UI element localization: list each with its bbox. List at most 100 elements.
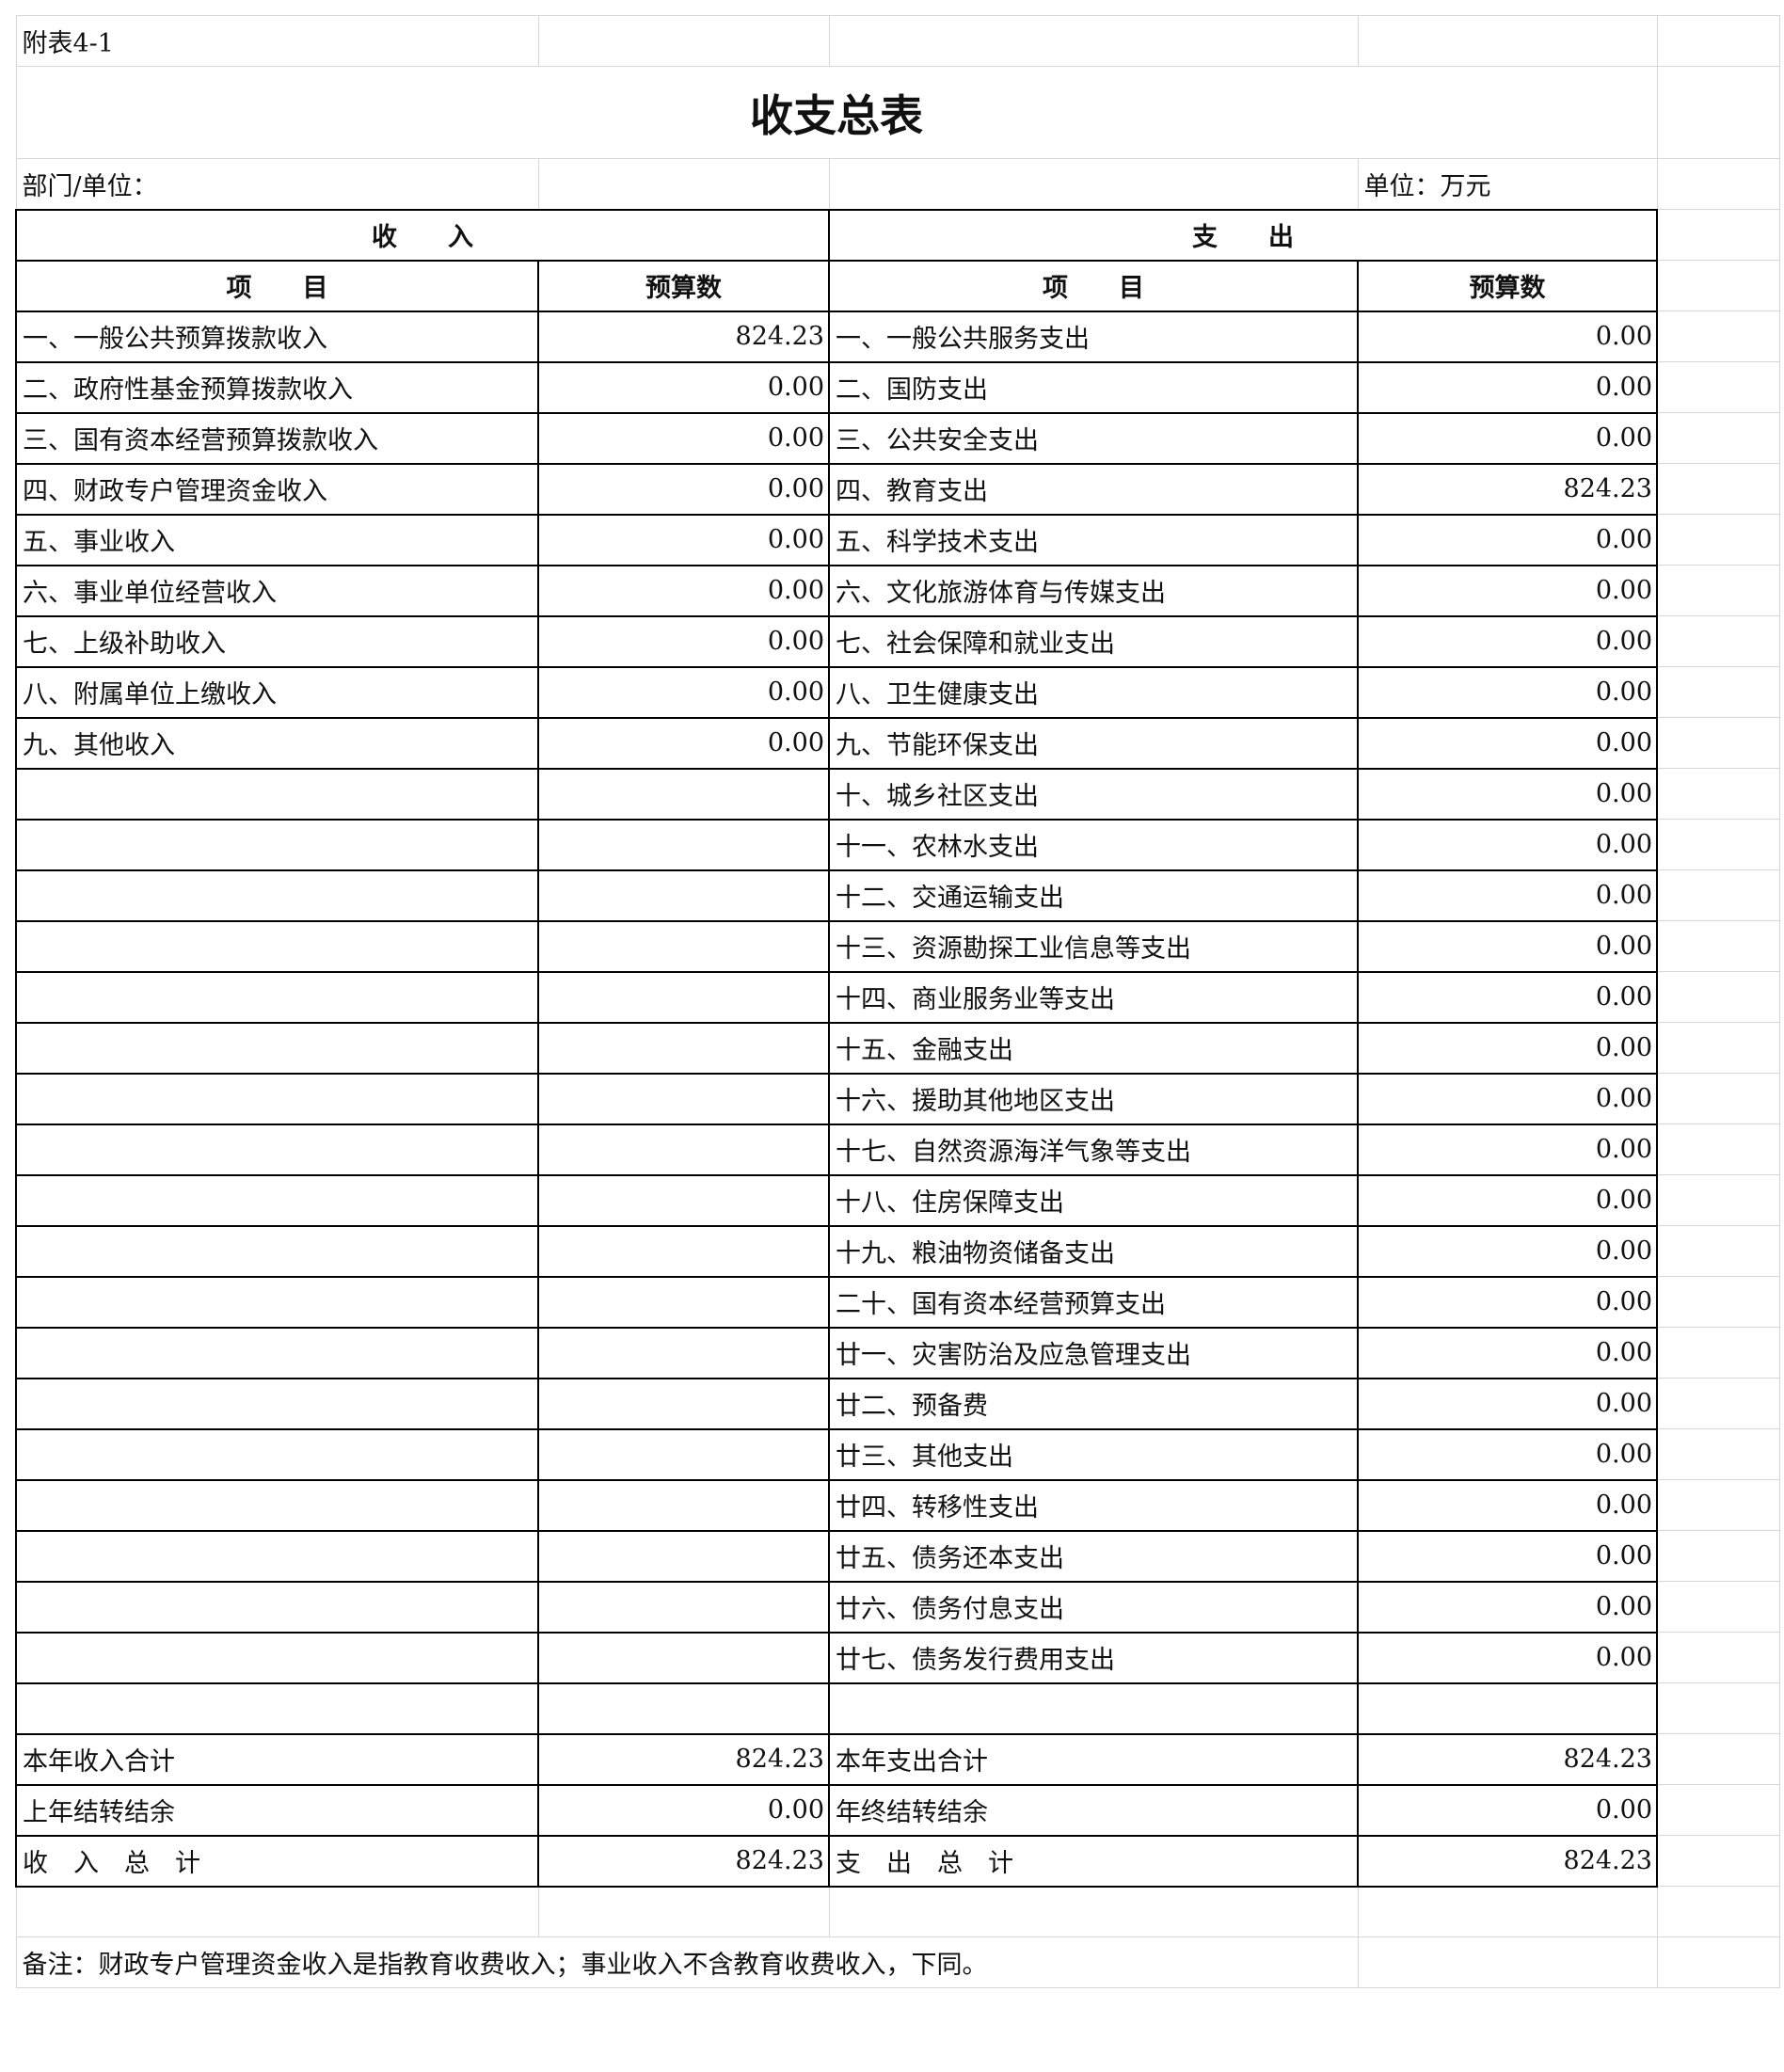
expense-item	[828, 1682, 1359, 1735]
table-row: 五、事业收入 0.00 五、科学技术支出 0.00	[15, 513, 1780, 566]
expense-item: 二、国防支出	[828, 360, 1359, 414]
income-item: 上年结转结余	[15, 1783, 539, 1837]
expense-value: 0.00	[1357, 1275, 1658, 1329]
expense-value: 0.00	[1357, 1021, 1658, 1075]
income-value	[537, 1072, 830, 1125]
expense-value: 0.00	[1357, 411, 1658, 465]
table-row: 二十、国有资本经营预算支出 0.00	[15, 1275, 1780, 1329]
expense-item: 五、科学技术支出	[828, 513, 1359, 566]
expense-value: 824.23	[1357, 1732, 1658, 1786]
income-value: 824.23	[537, 1834, 830, 1888]
income-value: 0.00	[537, 462, 830, 516]
table-row: 廿一、灾害防治及应急管理支出 0.00	[15, 1326, 1780, 1379]
income-item	[15, 1682, 539, 1735]
income-item	[15, 869, 539, 922]
expense-item: 年终结转结余	[828, 1783, 1359, 1837]
income-item-header: 项 目	[15, 259, 539, 312]
footnote: 备注：财政专户管理资金收入是指教育收费收入；事业收入不含教育收费收入，下同。	[15, 1937, 1359, 1988]
expense-value: 0.00	[1357, 1783, 1658, 1837]
income-item: 八、附属单位上缴收入	[15, 665, 539, 719]
income-value	[537, 1123, 830, 1176]
expense-item: 六、文化旅游体育与传媒支出	[828, 564, 1359, 617]
income-item	[15, 1427, 539, 1481]
expense-value: 0.00	[1357, 1478, 1658, 1532]
expense-item: 支 出 总 计	[828, 1834, 1359, 1888]
expense-value: 0.00	[1357, 665, 1658, 719]
table-row: 十五、金融支出 0.00	[15, 1021, 1780, 1075]
income-item	[15, 1631, 539, 1684]
table-row: 廿三、其他支出 0.00	[15, 1427, 1780, 1481]
income-item	[15, 1123, 539, 1176]
income-value	[537, 1427, 830, 1481]
expense-item: 三、公共安全支出	[828, 411, 1359, 465]
expense-item: 廿五、债务还本支出	[828, 1529, 1359, 1583]
income-value: 0.00	[537, 1783, 830, 1837]
income-item: 七、上级补助收入	[15, 614, 539, 668]
expense-value: 0.00	[1357, 310, 1658, 363]
expense-value: 0.00	[1357, 716, 1658, 770]
income-item: 本年收入合计	[15, 1732, 539, 1786]
income-item: 四、财政专户管理资金收入	[15, 462, 539, 516]
income-item: 一、一般公共预算拨款收入	[15, 310, 539, 363]
income-item: 六、事业单位经营收入	[15, 564, 539, 617]
income-value	[537, 1580, 830, 1634]
income-item	[15, 1275, 539, 1329]
table-row: 十七、自然资源海洋气象等支出 0.00	[15, 1123, 1780, 1176]
expense-item: 八、卫生健康支出	[828, 665, 1359, 719]
table-row: 九、其他收入 0.00 九、节能环保支出 0.00	[15, 716, 1780, 770]
table-row: 十、城乡社区支出 0.00	[15, 767, 1780, 821]
income-value: 0.00	[537, 564, 830, 617]
expense-value: 824.23	[1357, 462, 1658, 516]
income-value	[537, 1275, 830, 1329]
income-value: 0.00	[537, 665, 830, 719]
table-row: 廿二、预备费 0.00	[15, 1377, 1780, 1430]
income-value	[537, 1529, 830, 1583]
expense-value: 0.00	[1357, 1123, 1658, 1176]
table-row: 一、一般公共预算拨款收入 824.23 一、一般公共服务支出 0.00	[15, 310, 1780, 363]
expense-item: 廿一、灾害防治及应急管理支出	[828, 1326, 1359, 1379]
expense-value: 0.00	[1357, 1326, 1658, 1379]
table-row: 二、政府性基金预算拨款收入 0.00 二、国防支出 0.00	[15, 360, 1780, 414]
income-value	[537, 1326, 830, 1379]
expense-value: 0.00	[1357, 1072, 1658, 1125]
table-row: 三、国有资本经营预算拨款收入 0.00 三、公共安全支出 0.00	[15, 411, 1780, 465]
expense-value	[1357, 1682, 1658, 1735]
expense-value: 0.00	[1357, 360, 1658, 414]
expense-budget-header: 预算数	[1357, 259, 1658, 312]
expense-item: 十、城乡社区支出	[828, 767, 1359, 821]
table-row: 十一、农林水支出 0.00	[15, 818, 1780, 871]
income-value: 824.23	[537, 310, 830, 363]
expense-item: 二十、国有资本经营预算支出	[828, 1275, 1359, 1329]
income-item	[15, 1529, 539, 1583]
expense-value: 0.00	[1357, 1224, 1658, 1278]
expense-value: 0.00	[1357, 919, 1658, 973]
income-value: 0.00	[537, 513, 830, 566]
table-row: 收 入 总 计 824.23 支 出 总 计 824.23	[15, 1834, 1780, 1888]
expense-item: 十八、住房保障支出	[828, 1173, 1359, 1227]
income-item	[15, 1377, 539, 1430]
income-value	[537, 1631, 830, 1684]
expense-value: 0.00	[1357, 513, 1658, 566]
expense-value: 0.00	[1357, 869, 1658, 922]
income-value	[537, 970, 830, 1024]
income-item	[15, 1478, 539, 1532]
expense-item: 十六、援助其他地区支出	[828, 1072, 1359, 1125]
income-item	[15, 1021, 539, 1075]
income-item	[15, 767, 539, 821]
expense-item: 廿六、债务付息支出	[828, 1580, 1359, 1634]
table-row: 廿六、债务付息支出 0.00	[15, 1580, 1780, 1634]
page-title: 收支总表	[15, 66, 1658, 159]
table-row: 十三、资源勘探工业信息等支出 0.00	[15, 919, 1780, 973]
table-row: 廿四、转移性支出 0.00	[15, 1478, 1780, 1532]
expense-item: 九、节能环保支出	[828, 716, 1359, 770]
income-value	[537, 1682, 830, 1735]
income-value	[537, 1021, 830, 1075]
expense-item: 十一、农林水支出	[828, 818, 1359, 871]
expense-item: 四、教育支出	[828, 462, 1359, 516]
expense-value: 0.00	[1357, 1580, 1658, 1634]
income-item	[15, 1224, 539, 1278]
income-header: 收 入	[15, 208, 830, 262]
income-item: 九、其他收入	[15, 716, 539, 770]
annex-label: 附表4-1	[15, 15, 539, 67]
expense-value: 0.00	[1357, 1173, 1658, 1227]
